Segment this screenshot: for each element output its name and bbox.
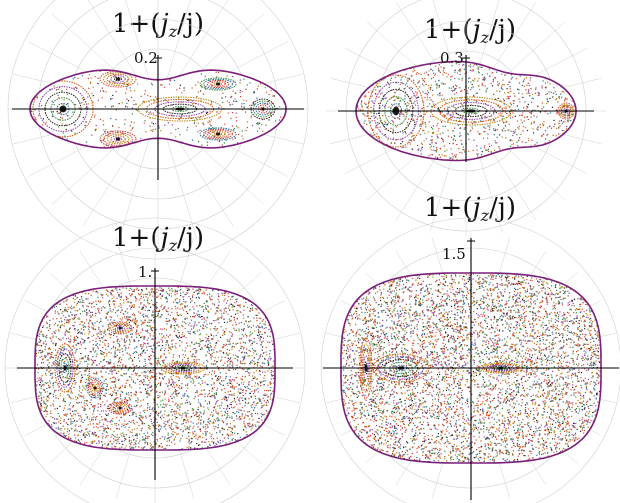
regular-orbit bbox=[89, 381, 101, 395]
regular-orbit bbox=[110, 135, 126, 143]
regular-orbit bbox=[106, 73, 130, 85]
regular-orbit bbox=[206, 79, 230, 89]
regular-orbit bbox=[113, 76, 123, 82]
regular-orbit bbox=[92, 385, 98, 391]
regular-orbit bbox=[210, 81, 226, 87]
poincare-plot bbox=[320, 217, 620, 503]
regular-orbit bbox=[88, 379, 102, 397]
regular-orbit bbox=[206, 129, 230, 139]
regular-orbit bbox=[106, 133, 130, 145]
fixed-point bbox=[118, 326, 122, 330]
panel-title: 1+(jz/j) bbox=[112, 9, 204, 41]
regular-orbit bbox=[110, 75, 126, 83]
regular-orbit bbox=[112, 323, 128, 333]
regular-orbit bbox=[114, 405, 126, 411]
panel-top-left: 1+(jz/j) 0.2 bbox=[7, 0, 309, 260]
regular-orbit bbox=[203, 78, 233, 90]
regular-orbit bbox=[86, 377, 104, 399]
regular-orbit bbox=[199, 77, 237, 91]
vertical-axis-tick-label: 1. bbox=[138, 263, 152, 281]
regular-orbit bbox=[112, 403, 128, 413]
orbit-points bbox=[341, 273, 601, 463]
regular-orbit bbox=[114, 325, 126, 331]
fixed-point bbox=[115, 137, 121, 141]
regular-orbit bbox=[199, 127, 237, 141]
regular-orbit bbox=[109, 322, 131, 334]
poincare-plot bbox=[326, 0, 606, 237]
regular-orbit bbox=[210, 131, 226, 137]
regular-orbit bbox=[203, 128, 233, 140]
vertical-axis-tick-label: 0.3 bbox=[440, 49, 464, 67]
panel-top-right: 1+(jz/j) 0.3 bbox=[326, 0, 606, 237]
regular-orbit bbox=[109, 402, 131, 414]
regular-orbit bbox=[107, 321, 133, 335]
panel-bottom-right: 1+(jz/j) 1.5 bbox=[320, 193, 620, 503]
fixed-point bbox=[93, 386, 97, 390]
regular-orbit bbox=[113, 136, 123, 142]
regular-orbit bbox=[91, 383, 99, 393]
panel-title: 1+(jz/j) bbox=[424, 15, 516, 47]
panel-title: 1+(jz/j) bbox=[424, 193, 516, 225]
regular-orbit bbox=[103, 72, 133, 86]
orbit-points bbox=[35, 286, 275, 450]
vertical-axis-tick-label: 0.2 bbox=[134, 49, 158, 67]
vertical-axis-tick-label: 1.5 bbox=[442, 245, 466, 263]
fixed-point bbox=[115, 77, 121, 81]
regular-orbit bbox=[103, 132, 133, 146]
fixed-point bbox=[118, 406, 122, 410]
fixed-point bbox=[215, 82, 221, 86]
regular-orbit bbox=[107, 401, 133, 415]
fixed-point bbox=[215, 132, 221, 136]
